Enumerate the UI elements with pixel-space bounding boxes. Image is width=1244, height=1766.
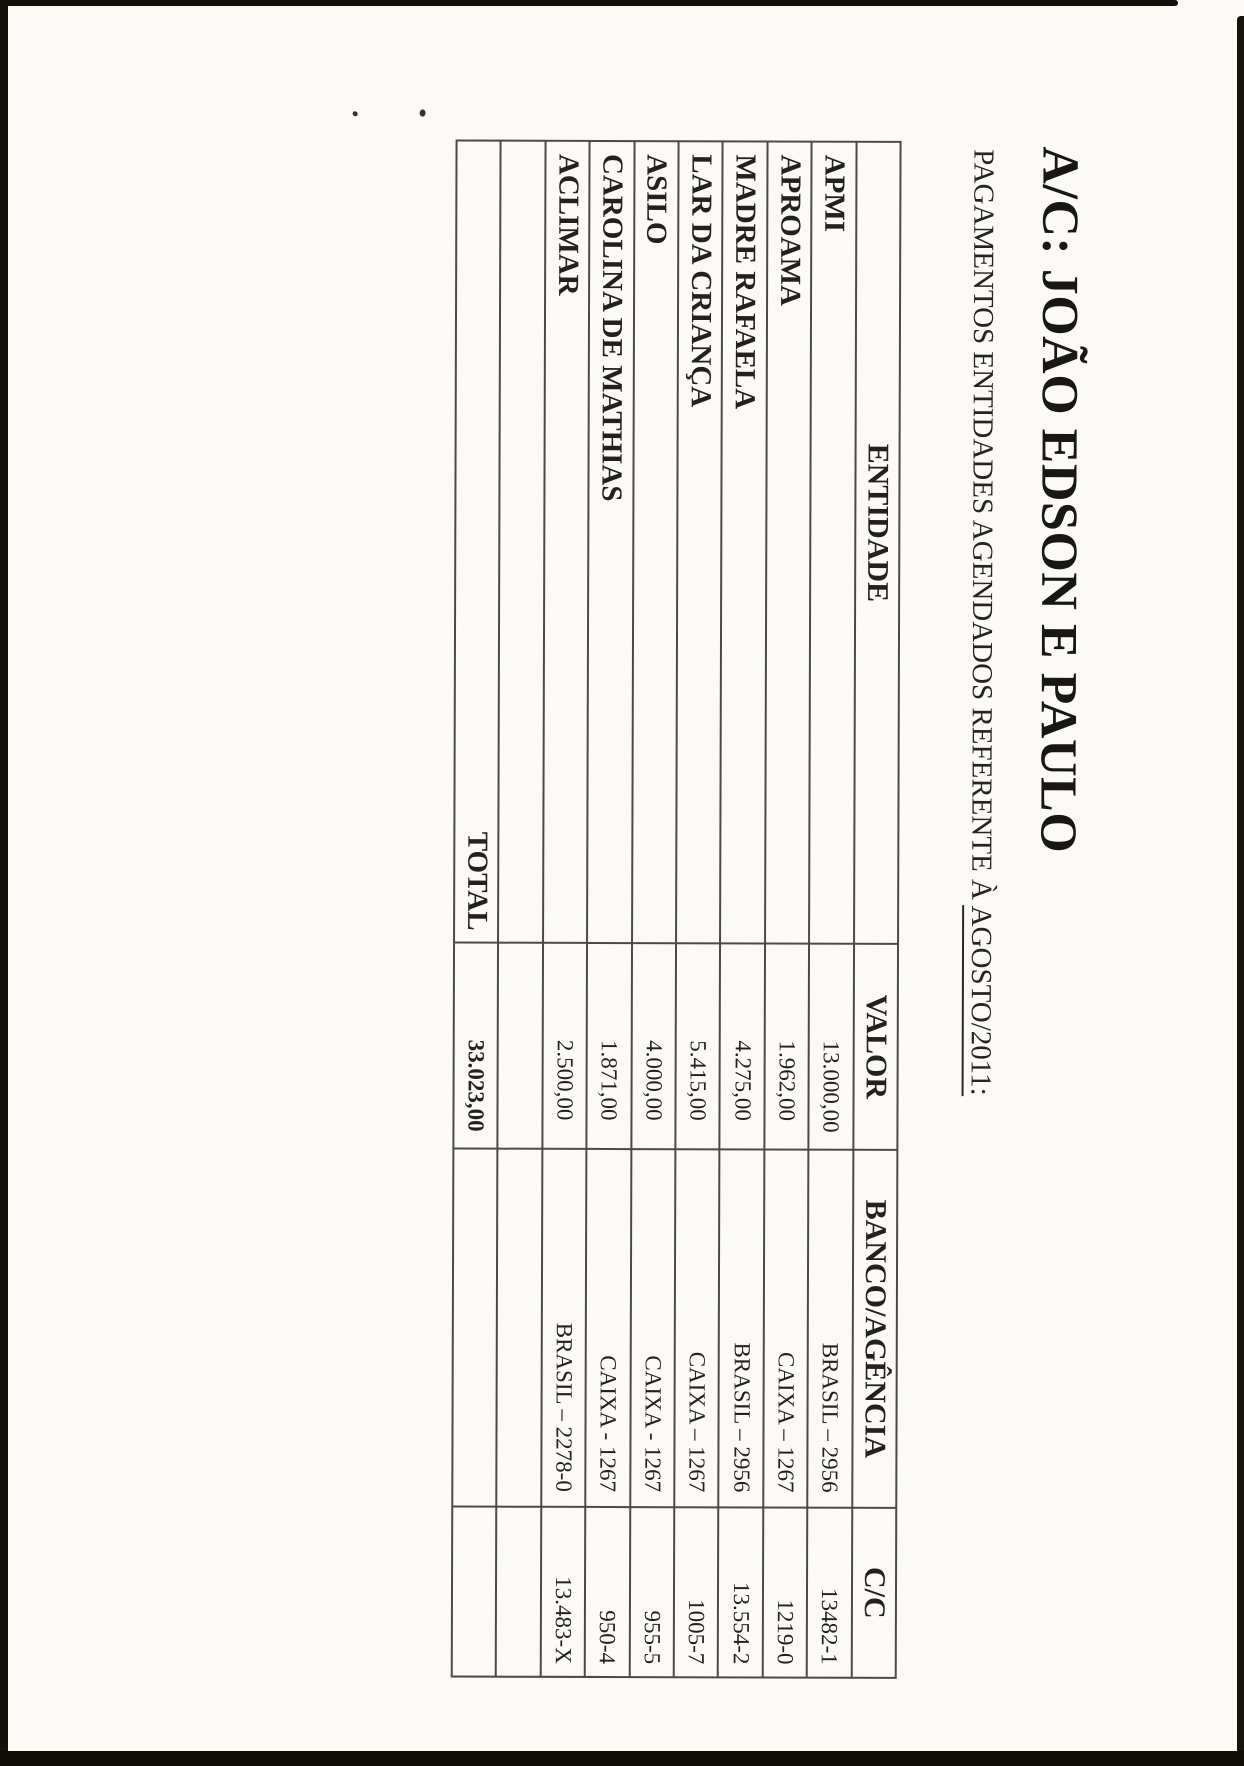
cell-entidade: LAR DA CRIANÇA — [677, 142, 722, 943]
header-valor: VALOR — [853, 944, 898, 1149]
cell-cc — [497, 1507, 541, 1676]
document-title: A/C: JOÃO EDSON E PAULO — [1029, 146, 1089, 854]
scan-edge-left — [0, 0, 8, 1766]
scan-edge-top — [0, 0, 1178, 6]
cell-banco: CAIXA – 1267 — [675, 1150, 719, 1507]
cell-cc-empty — [450, 1507, 452, 1676]
cell-valor-empty — [452, 943, 454, 1148]
payments-table: ENTIDADE VALOR BANCO/AGÊNCIA C/C APMI 13… — [450, 139, 902, 1679]
scan-edge-bottom — [0, 1751, 1244, 1766]
cell-banco: CAIXA – 1267 — [764, 1150, 808, 1507]
cell-valor: 4.000,00 — [632, 944, 676, 1149]
scan-edge-right — [1237, 16, 1244, 1766]
cell-cc: 1005-7 — [674, 1508, 718, 1677]
subtitle-text: PAGAMENTOS ENTIDADES AGENDADOS REFERENTE… — [965, 149, 1000, 906]
header-banco: BANCO/AGÊNCIA — [852, 1150, 897, 1507]
scan-speck — [352, 111, 358, 117]
cell-valor: 13.000,00 — [809, 944, 853, 1149]
cell-valor — [498, 943, 542, 1148]
cell-cc: 1219-0 — [763, 1508, 807, 1677]
cell-entidade: APMI — [810, 142, 856, 943]
total-label: TOTAL — [455, 141, 501, 942]
header-cc: C/C — [852, 1508, 896, 1677]
header-entidade: ENTIDADE — [854, 142, 900, 943]
cell-banco-empty — [451, 1149, 453, 1506]
document-subtitle: PAGAMENTOS ENTIDADES AGENDADOS REFERENTE… — [961, 149, 1000, 1096]
cell-valor: 5.415,00 — [676, 944, 720, 1149]
cell-valor: 4.275,00 — [720, 944, 764, 1149]
total-value: 33.023,00 — [454, 943, 498, 1148]
cell-valor: 1.871,00 — [587, 943, 631, 1149]
cell-cc: 950-4 — [585, 1507, 629, 1677]
subtitle-underlined-period: AGOSTO/2011: — [961, 905, 998, 1096]
cell-entidade: MADRE RAFAELA — [721, 142, 767, 943]
cell-banco-empty — [453, 1149, 497, 1506]
cell-cc-empty — [452, 1507, 496, 1676]
cell-banco: CAIXA - 1267 — [630, 1150, 675, 1507]
scan-speck — [418, 108, 427, 118]
cell-banco — [497, 1149, 542, 1506]
cell-entidade: CAROLINA DE MATHIAS — [588, 141, 634, 943]
cell-banco: CAIXA - 1267 — [586, 1149, 631, 1507]
cell-valor: 2.500,00 — [543, 943, 587, 1148]
cell-entidade: APROAMA — [765, 142, 811, 943]
cell-entidade: ACLIMAR — [543, 141, 589, 942]
cell-entidade — [499, 141, 545, 942]
cell-banco: BRASIL – 2956 — [719, 1150, 764, 1507]
cell-cc: 13482-1 — [807, 1508, 851, 1677]
cell-cc: 13.554-2 — [719, 1508, 763, 1677]
cell-banco: BRASIL – 2956 — [808, 1150, 852, 1507]
cell-cc: 13.483-X — [541, 1507, 585, 1676]
cell-entidade: ASILO — [632, 142, 678, 943]
cell-valor: 1.962,00 — [765, 944, 809, 1149]
cell-cc: 955-5 — [630, 1508, 674, 1677]
cell-banco: BRASIL – 2278-0 — [542, 1149, 586, 1506]
